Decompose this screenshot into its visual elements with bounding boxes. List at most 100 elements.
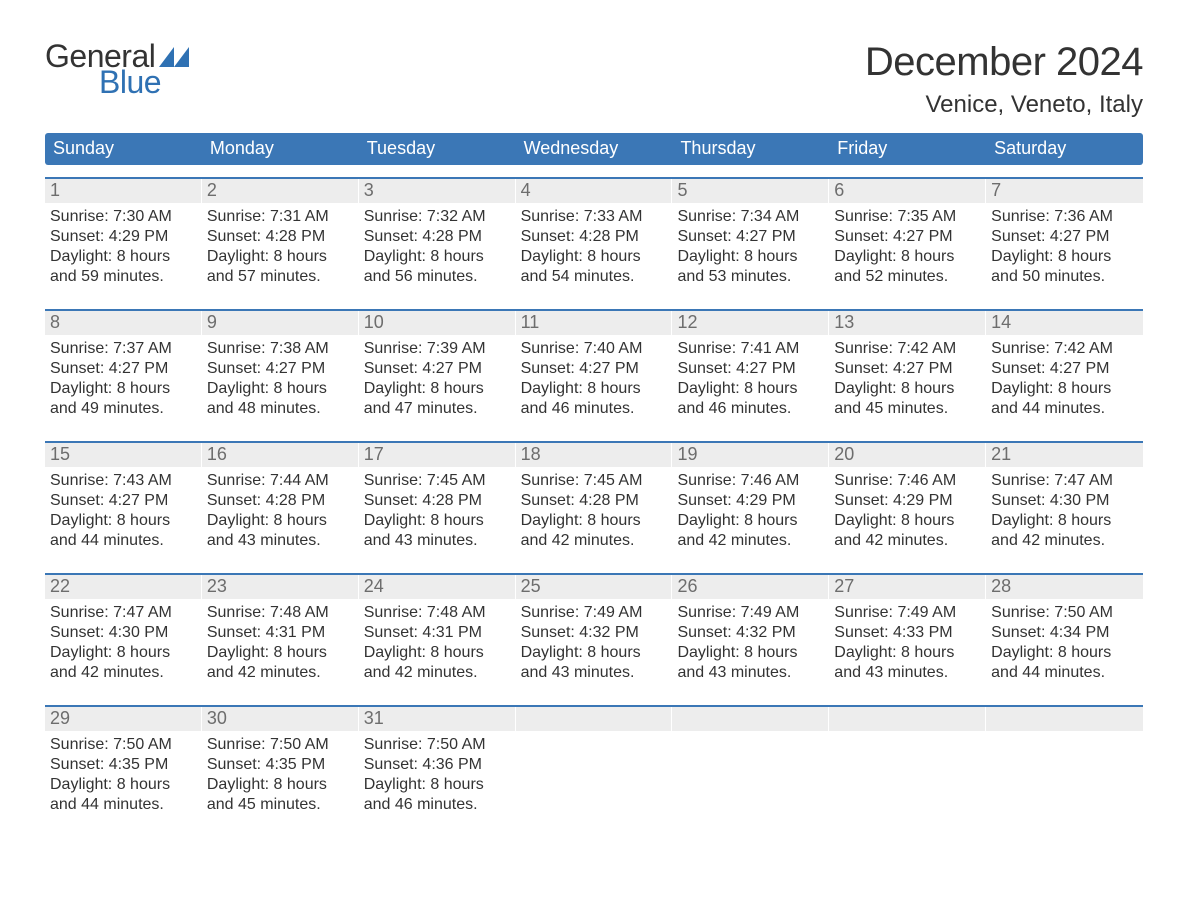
- day-d1: Daylight: 8 hours: [50, 643, 197, 663]
- calendar-day: 1Sunrise: 7:30 AMSunset: 4:29 PMDaylight…: [45, 179, 202, 297]
- day-body: Sunrise: 7:42 AMSunset: 4:27 PMDaylight:…: [986, 335, 1143, 429]
- calendar-day: 24Sunrise: 7:48 AMSunset: 4:31 PMDayligh…: [359, 575, 516, 693]
- day-body: Sunrise: 7:30 AMSunset: 4:29 PMDaylight:…: [45, 203, 202, 297]
- day-ss: Sunset: 4:27 PM: [521, 359, 668, 379]
- calendar-day: 19Sunrise: 7:46 AMSunset: 4:29 PMDayligh…: [672, 443, 829, 561]
- day-d2: and 42 minutes.: [834, 531, 981, 551]
- day-d1: Daylight: 8 hours: [991, 643, 1138, 663]
- day-d2: and 43 minutes.: [207, 531, 354, 551]
- day-d1: Daylight: 8 hours: [677, 247, 824, 267]
- day-number: 30: [202, 707, 359, 731]
- day-number: 23: [202, 575, 359, 599]
- day-sr: Sunrise: 7:31 AM: [207, 207, 354, 227]
- day-sr: Sunrise: 7:50 AM: [50, 735, 197, 755]
- day-d2: and 42 minutes.: [50, 663, 197, 683]
- day-number: 2: [202, 179, 359, 203]
- day-sr: Sunrise: 7:48 AM: [364, 603, 511, 623]
- day-body: Sunrise: 7:44 AMSunset: 4:28 PMDaylight:…: [202, 467, 359, 561]
- day-sr: Sunrise: 7:47 AM: [50, 603, 197, 623]
- day-d2: and 42 minutes.: [991, 531, 1138, 551]
- day-number: 1: [45, 179, 202, 203]
- day-body: Sunrise: 7:50 AMSunset: 4:36 PMDaylight:…: [359, 731, 516, 825]
- day-sr: Sunrise: 7:45 AM: [364, 471, 511, 491]
- calendar-day: 14Sunrise: 7:42 AMSunset: 4:27 PMDayligh…: [986, 311, 1143, 429]
- logo: General Blue: [45, 40, 189, 98]
- calendar-day: 8Sunrise: 7:37 AMSunset: 4:27 PMDaylight…: [45, 311, 202, 429]
- day-d2: and 42 minutes.: [207, 663, 354, 683]
- calendar-day: 29Sunrise: 7:50 AMSunset: 4:35 PMDayligh…: [45, 707, 202, 825]
- day-d1: Daylight: 8 hours: [834, 511, 981, 531]
- day-d1: Daylight: 8 hours: [207, 379, 354, 399]
- day-d2: and 47 minutes.: [364, 399, 511, 419]
- day-number: 15: [45, 443, 202, 467]
- day-sr: Sunrise: 7:37 AM: [50, 339, 197, 359]
- calendar-day: 26Sunrise: 7:49 AMSunset: 4:32 PMDayligh…: [672, 575, 829, 693]
- calendar-day: .: [672, 707, 829, 825]
- day-d2: and 59 minutes.: [50, 267, 197, 287]
- page-title: December 2024: [865, 40, 1143, 85]
- dow-wednesday: Wednesday: [516, 133, 673, 165]
- day-d2: and 44 minutes.: [991, 399, 1138, 419]
- day-ss: Sunset: 4:34 PM: [991, 623, 1138, 643]
- day-body: Sunrise: 7:49 AMSunset: 4:32 PMDaylight:…: [516, 599, 673, 693]
- calendar-day: 28Sunrise: 7:50 AMSunset: 4:34 PMDayligh…: [986, 575, 1143, 693]
- day-ss: Sunset: 4:33 PM: [834, 623, 981, 643]
- day-d2: and 45 minutes.: [207, 795, 354, 815]
- day-ss: Sunset: 4:27 PM: [991, 227, 1138, 247]
- day-sr: Sunrise: 7:41 AM: [677, 339, 824, 359]
- dow-monday: Monday: [202, 133, 359, 165]
- day-d1: Daylight: 8 hours: [364, 379, 511, 399]
- day-number: 16: [202, 443, 359, 467]
- day-d2: and 46 minutes.: [364, 795, 511, 815]
- logo-text-blue: Blue: [99, 66, 189, 98]
- day-d1: Daylight: 8 hours: [364, 511, 511, 531]
- day-ss: Sunset: 4:29 PM: [677, 491, 824, 511]
- day-ss: Sunset: 4:27 PM: [677, 227, 824, 247]
- calendar-day: 4Sunrise: 7:33 AMSunset: 4:28 PMDaylight…: [516, 179, 673, 297]
- day-sr: Sunrise: 7:50 AM: [991, 603, 1138, 623]
- day-sr: Sunrise: 7:45 AM: [521, 471, 668, 491]
- day-sr: Sunrise: 7:49 AM: [521, 603, 668, 623]
- calendar-day: 10Sunrise: 7:39 AMSunset: 4:27 PMDayligh…: [359, 311, 516, 429]
- day-number: 6: [829, 179, 986, 203]
- calendar-day: 5Sunrise: 7:34 AMSunset: 4:27 PMDaylight…: [672, 179, 829, 297]
- day-body: Sunrise: 7:48 AMSunset: 4:31 PMDaylight:…: [202, 599, 359, 693]
- day-d2: and 43 minutes.: [364, 531, 511, 551]
- day-sr: Sunrise: 7:38 AM: [207, 339, 354, 359]
- day-d1: Daylight: 8 hours: [991, 379, 1138, 399]
- day-number: 17: [359, 443, 516, 467]
- day-ss: Sunset: 4:30 PM: [991, 491, 1138, 511]
- day-d1: Daylight: 8 hours: [50, 379, 197, 399]
- day-sr: Sunrise: 7:32 AM: [364, 207, 511, 227]
- calendar-week: 15Sunrise: 7:43 AMSunset: 4:27 PMDayligh…: [45, 441, 1143, 561]
- day-sr: Sunrise: 7:42 AM: [834, 339, 981, 359]
- day-sr: Sunrise: 7:47 AM: [991, 471, 1138, 491]
- day-ss: Sunset: 4:29 PM: [834, 491, 981, 511]
- day-number: .: [986, 707, 1143, 731]
- calendar-day: 30Sunrise: 7:50 AMSunset: 4:35 PMDayligh…: [202, 707, 359, 825]
- day-body: Sunrise: 7:49 AMSunset: 4:32 PMDaylight:…: [672, 599, 829, 693]
- day-number: 11: [516, 311, 673, 335]
- day-number: 5: [672, 179, 829, 203]
- day-d2: and 45 minutes.: [834, 399, 981, 419]
- day-number: .: [829, 707, 986, 731]
- day-ss: Sunset: 4:27 PM: [207, 359, 354, 379]
- day-d1: Daylight: 8 hours: [521, 511, 668, 531]
- day-ss: Sunset: 4:28 PM: [207, 491, 354, 511]
- day-number: 14: [986, 311, 1143, 335]
- day-d1: Daylight: 8 hours: [834, 643, 981, 663]
- day-d2: and 50 minutes.: [991, 267, 1138, 287]
- day-ss: Sunset: 4:32 PM: [521, 623, 668, 643]
- day-d1: Daylight: 8 hours: [50, 511, 197, 531]
- calendar-day: 6Sunrise: 7:35 AMSunset: 4:27 PMDaylight…: [829, 179, 986, 297]
- day-ss: Sunset: 4:32 PM: [677, 623, 824, 643]
- day-body: Sunrise: 7:45 AMSunset: 4:28 PMDaylight:…: [359, 467, 516, 561]
- day-body: Sunrise: 7:47 AMSunset: 4:30 PMDaylight:…: [986, 467, 1143, 561]
- day-number: 8: [45, 311, 202, 335]
- dow-thursday: Thursday: [672, 133, 829, 165]
- day-number: 10: [359, 311, 516, 335]
- day-sr: Sunrise: 7:49 AM: [677, 603, 824, 623]
- calendar-day: 12Sunrise: 7:41 AMSunset: 4:27 PMDayligh…: [672, 311, 829, 429]
- day-d1: Daylight: 8 hours: [521, 247, 668, 267]
- day-ss: Sunset: 4:28 PM: [364, 227, 511, 247]
